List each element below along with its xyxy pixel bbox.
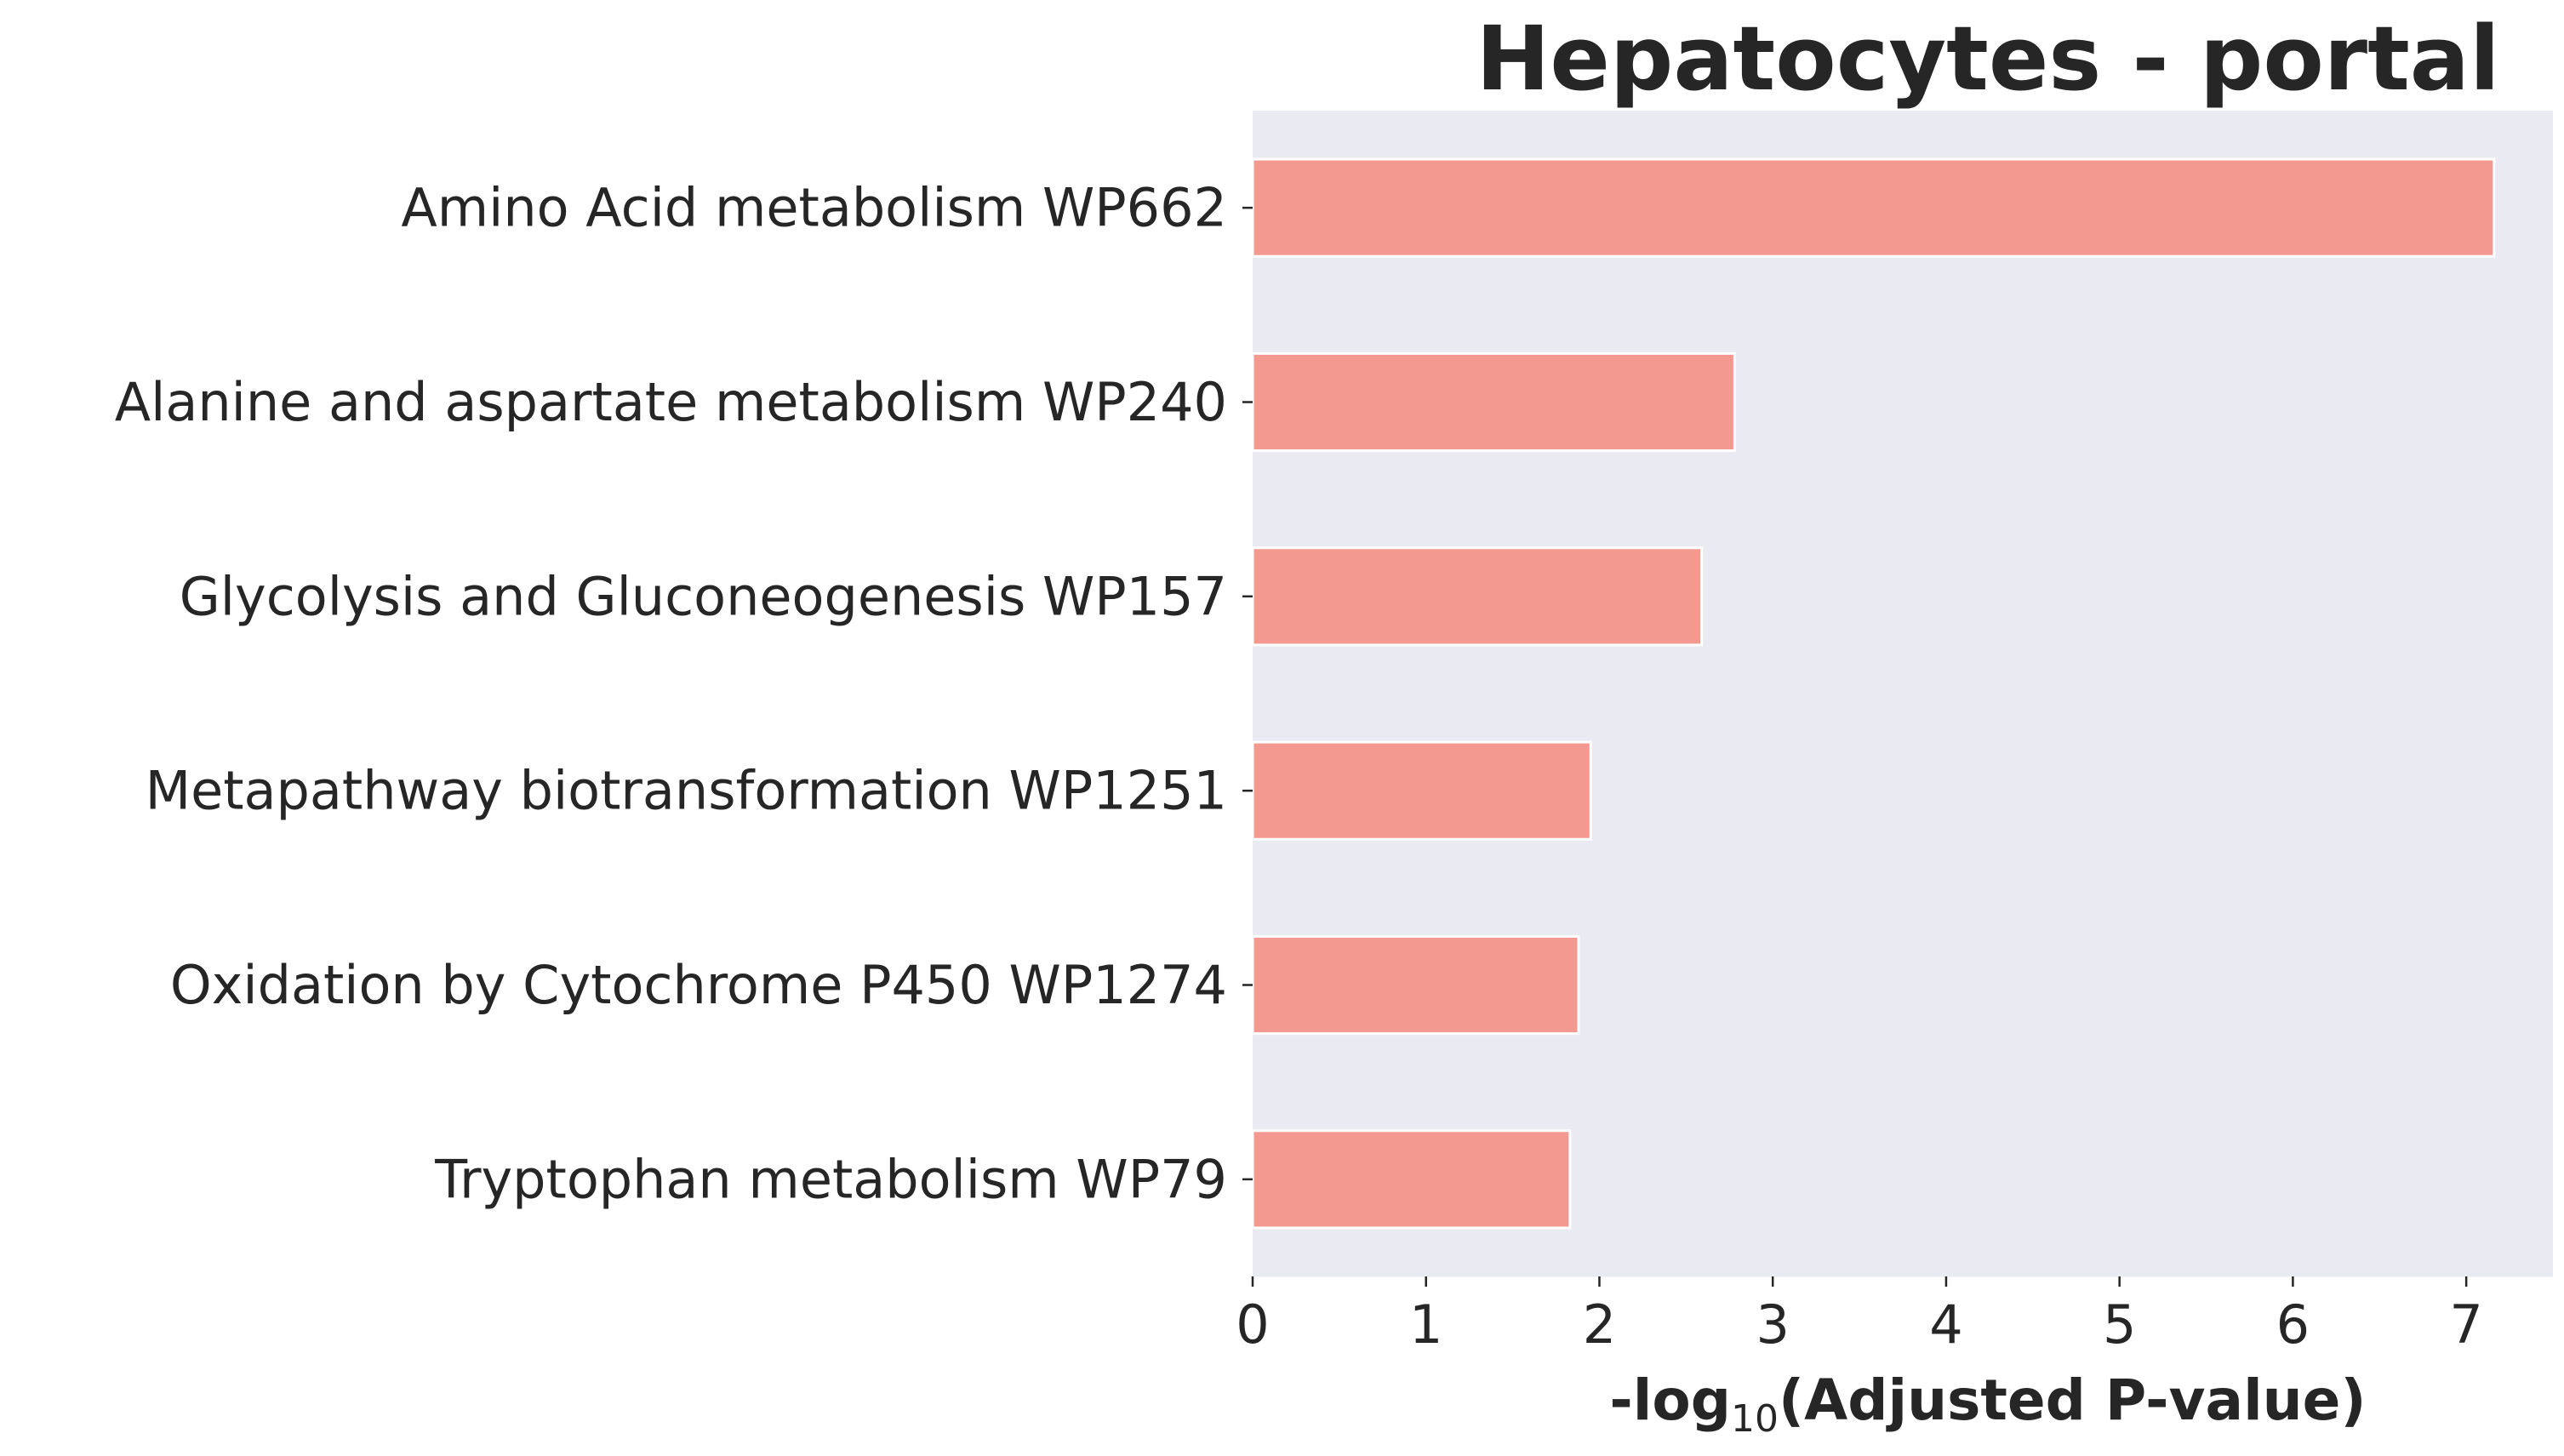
y-ticks — [1242, 206, 1253, 1181]
y-tick-label: Oxidation by Cytochrome P450 WP1274 — [170, 954, 1227, 1016]
x-tick-label: 0 — [1236, 1293, 1269, 1356]
bar — [1251, 351, 1736, 453]
x-tick-label: 5 — [2103, 1293, 2136, 1356]
y-tick-label: Glycolysis and Gluconeogenesis WP157 — [180, 565, 1227, 627]
bar — [1251, 1129, 1572, 1230]
x-axis-label: -log10(Adjusted P-value) — [1609, 1367, 2366, 1441]
y-tick-label: Tryptophan metabolism WP79 — [434, 1148, 1227, 1210]
plot-area — [1253, 111, 2553, 1276]
x-tick-label: 6 — [2276, 1293, 2310, 1356]
bar — [1251, 157, 2496, 258]
y-tick-label: Amino Acid metabolism WP662 — [401, 177, 1227, 239]
x-axis-label-suffix: (Adjusted P-value) — [1779, 1367, 2367, 1433]
y-tick-label: Metapathway biotransformation WP1251 — [146, 760, 1227, 822]
x-tick-label: 2 — [1583, 1293, 1616, 1356]
x-tick-label: 3 — [1756, 1293, 1789, 1356]
y-tick-labels: Amino Acid metabolism WP662 Alanine and a… — [115, 177, 1227, 1211]
bar — [1251, 546, 1704, 647]
bar — [1251, 740, 1592, 841]
bars-group — [1251, 157, 2496, 1230]
y-tick-label: Alanine and aspartate metabolism WP240 — [115, 371, 1227, 433]
bar — [1251, 934, 1580, 1036]
x-tick-label: 4 — [1929, 1293, 1962, 1356]
x-axis-label-subscript: 10 — [1731, 1397, 1779, 1441]
x-tick-label: 1 — [1409, 1293, 1442, 1356]
x-tick-label: 7 — [2449, 1293, 2482, 1356]
x-ticks: 0 1 2 3 4 5 6 7 — [1236, 1276, 2483, 1356]
x-axis-label-prefix: -log — [1609, 1367, 1731, 1433]
chart-title: Hepatocytes - portal — [1476, 7, 2499, 111]
